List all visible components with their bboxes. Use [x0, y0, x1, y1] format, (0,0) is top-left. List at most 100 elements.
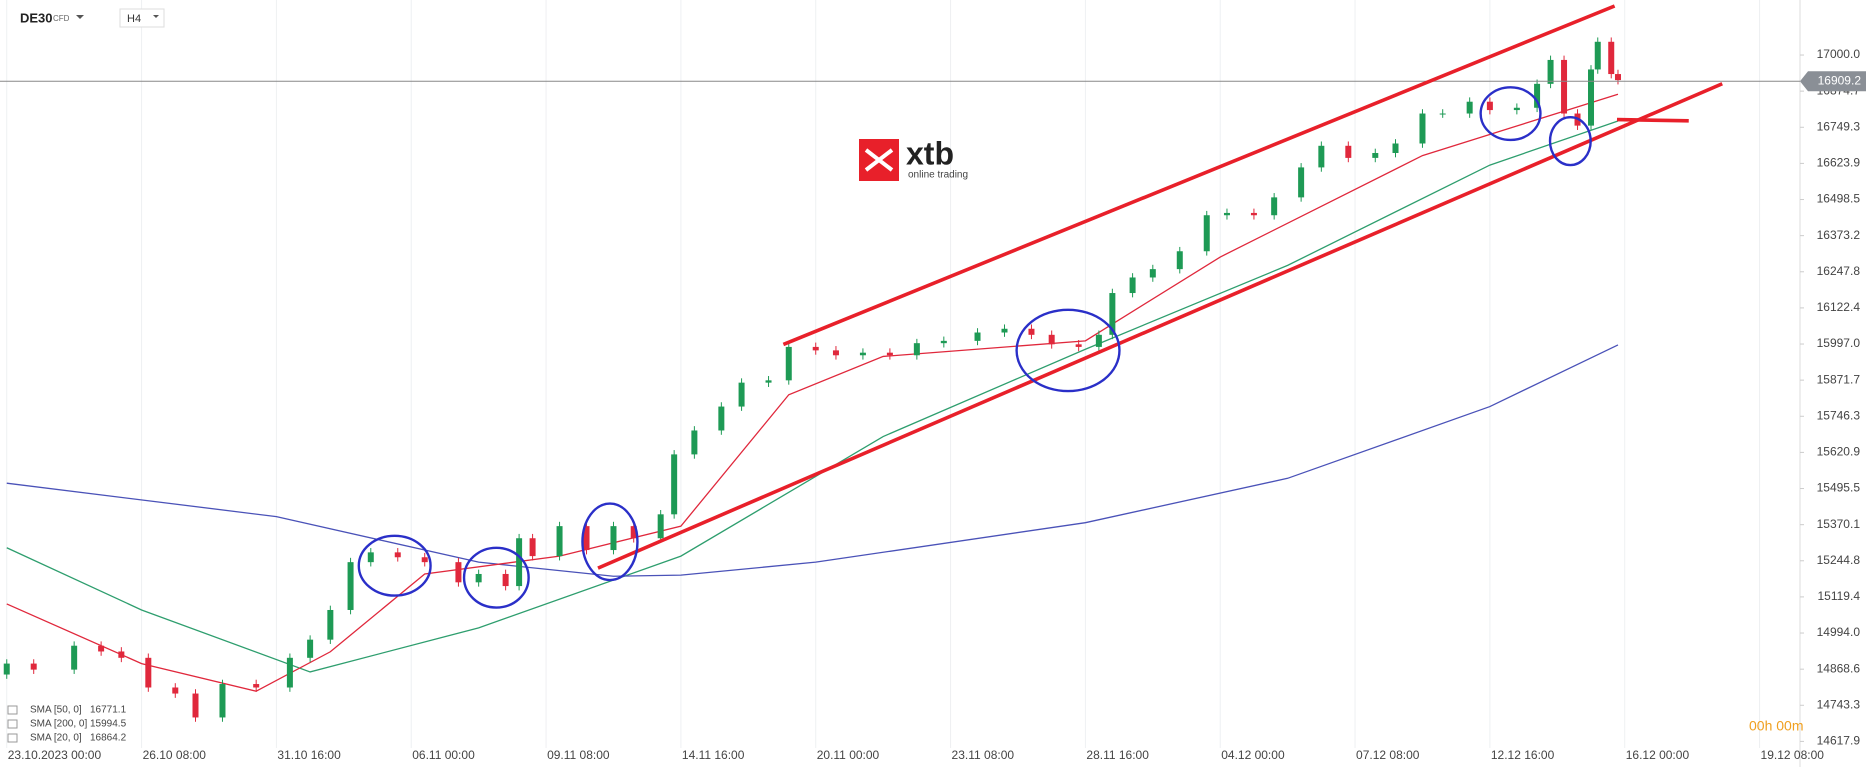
circle	[1548, 116, 1592, 167]
candle-body	[832, 350, 839, 356]
candle-body	[253, 684, 260, 688]
y-tick-label: 15746.3	[1817, 408, 1861, 422]
dropdown-arrow[interactable]	[76, 15, 84, 19]
candle-body	[1298, 167, 1305, 198]
candle-body	[1345, 145, 1352, 158]
y-tick-label: 15871.7	[1817, 372, 1861, 386]
candle-body	[1534, 83, 1541, 108]
circle	[357, 534, 432, 597]
interval-box[interactable]	[119, 8, 165, 28]
y-tick-label: 15370.1	[1817, 517, 1861, 531]
x-tick-label: 16.12 00:00	[1626, 748, 1690, 762]
y-tick-label: 16749.3	[1817, 119, 1861, 133]
y-tick-label: 16247.8	[1817, 264, 1861, 278]
candle-body	[1176, 251, 1183, 270]
grid	[6, 0, 1804, 748]
y-tick-label: 15119.4	[1818, 589, 1861, 603]
legend-name: SMA [20, 0]	[30, 733, 82, 744]
candle-body	[475, 573, 482, 583]
candle-body	[974, 332, 981, 341]
x-tick-label: 09.11 08:00	[547, 748, 610, 762]
candle-body	[394, 552, 401, 558]
y-tick-label: 14868.6	[1817, 661, 1861, 675]
candle-body	[1466, 101, 1473, 114]
sma-line	[6, 93, 1619, 692]
candle-body	[691, 430, 698, 455]
candle-body	[529, 538, 536, 557]
candle-body	[118, 651, 125, 658]
logo: xtb online trading	[859, 135, 968, 181]
candle-body	[1547, 59, 1554, 84]
y-tick-label: 15620.9	[1817, 445, 1861, 459]
candle-body	[738, 382, 745, 407]
candle-body	[1439, 113, 1446, 115]
candle-body	[30, 663, 37, 670]
candle-body	[1392, 143, 1399, 153]
interval[interactable]: H4	[127, 13, 141, 25]
candle-body	[1608, 41, 1615, 75]
legend-value: 15994.5	[90, 719, 127, 730]
instrument-type: CFD	[53, 14, 70, 23]
candle-body	[1318, 145, 1325, 168]
x-tick-label: 26.10 08:00	[143, 748, 207, 762]
candle-body	[1203, 215, 1210, 252]
plot	[0, 37, 1800, 722]
candle-body	[1109, 293, 1116, 335]
candle-body	[192, 693, 199, 718]
candle-body	[1001, 328, 1008, 333]
candle-body	[71, 645, 78, 670]
candle-body	[1250, 212, 1257, 216]
candle-body	[630, 526, 637, 539]
sma-line	[6, 120, 1619, 673]
last-price-tag	[1800, 71, 1866, 92]
candle-body	[219, 684, 226, 718]
legend-icon	[7, 705, 18, 715]
candle-body	[812, 346, 819, 351]
candle-body	[1372, 153, 1379, 158]
timer: 00h 00m	[1749, 718, 1803, 734]
candle-body	[502, 573, 509, 587]
candle-body	[765, 380, 772, 383]
x-tick-label: 04.12 00:00	[1221, 748, 1285, 762]
candle-body	[583, 526, 590, 551]
y-tick-label: 15997.0	[1817, 336, 1861, 350]
channel-lower	[597, 82, 1723, 570]
candle-body	[145, 657, 152, 688]
candle-body	[1075, 344, 1082, 347]
y-tick-label: 17000.0	[1817, 47, 1861, 61]
y-tick-label: 14617.9	[1817, 734, 1861, 748]
candle-body	[421, 557, 428, 563]
candle-body	[516, 538, 523, 587]
circle	[1479, 86, 1542, 142]
candle-body	[347, 562, 354, 610]
candle-body	[657, 514, 664, 539]
y-tick-label: 15495.5	[1817, 481, 1861, 495]
candle-body	[1095, 334, 1102, 347]
level-mark	[1616, 117, 1689, 123]
highlight-circles	[357, 86, 1592, 609]
x-tick-label: 28.11 16:00	[1086, 748, 1149, 762]
circle	[462, 546, 530, 609]
candle-body	[886, 352, 893, 356]
y-tick-label: 16373.2	[1817, 228, 1861, 242]
candle-body	[286, 657, 293, 688]
legend-icon	[7, 733, 18, 743]
candle-body	[1271, 197, 1278, 216]
logo-x	[864, 148, 894, 172]
legend-icon	[7, 719, 18, 729]
candle-body	[98, 645, 105, 652]
candle-body	[1028, 328, 1035, 335]
dropdown-arrow[interactable]	[153, 15, 159, 18]
y-tick-label: 16623.9	[1817, 156, 1861, 170]
candle-body	[1588, 69, 1595, 126]
y-tick-label: 15244.8	[1817, 553, 1861, 567]
x-tick-label: 23.11 08:00	[952, 748, 1015, 762]
y-tick-label: 16498.5	[1817, 192, 1861, 206]
legend-value: 16864.2	[90, 733, 127, 744]
circle	[581, 502, 639, 582]
symbol[interactable]: DE30	[20, 10, 53, 25]
x-tick-label: 19.12 08:00	[1761, 748, 1825, 762]
candle-body	[1419, 113, 1426, 144]
x-tick-label: 20.11 00:00	[817, 748, 880, 762]
legend-name: SMA [200, 0]	[30, 719, 87, 730]
